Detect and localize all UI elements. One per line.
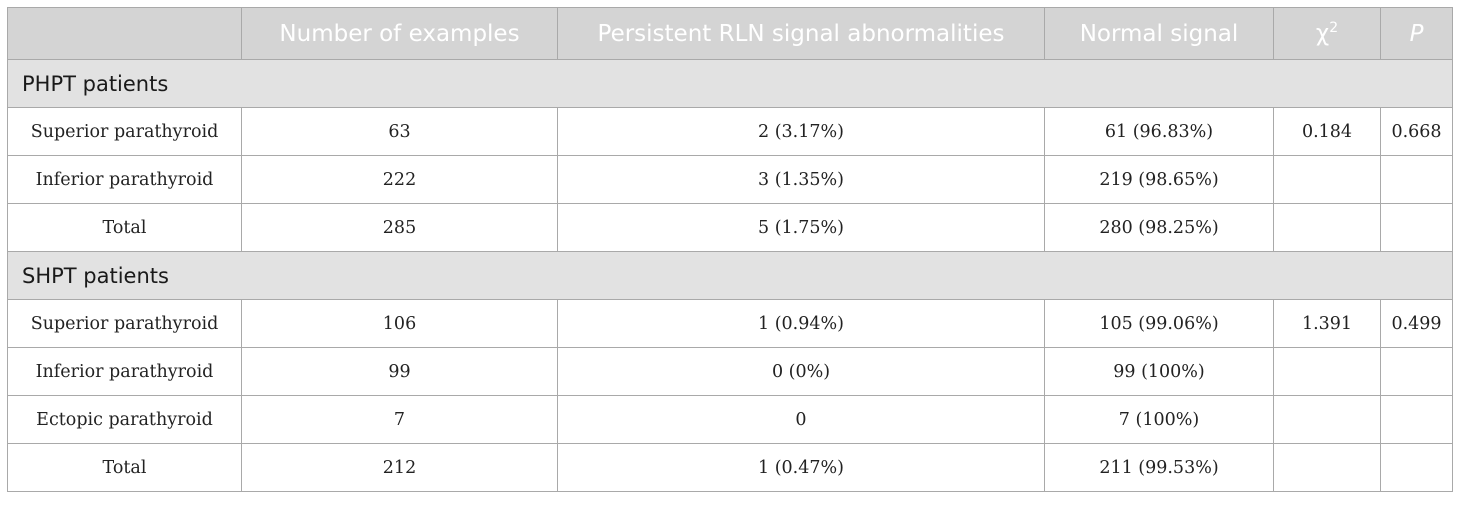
cell-p-value: [1380, 395, 1453, 444]
table-row: Superior parathyroid 106 1 (0.94%) 105 (99.…: [7, 299, 1453, 348]
cell-location: Superior parathyroid: [7, 107, 242, 156]
table-row: Ectopic parathyroid 7 0 7 (100%): [7, 395, 1453, 444]
cell-p-value: [1380, 347, 1453, 396]
cell-location: Total: [7, 443, 242, 492]
cell-chi-square: [1273, 395, 1381, 444]
section-row: SHPT patients: [7, 251, 1453, 300]
cell-location: Total: [7, 203, 242, 252]
cell-abnormal-signal: 0 (0%): [557, 347, 1045, 396]
header-number-of-examples: Number of examples: [241, 7, 558, 60]
cell-location: Superior parathyroid: [7, 299, 242, 348]
cell-normal-signal: 280 (98.25%): [1044, 203, 1274, 252]
cell-number-of-examples: 63: [241, 107, 558, 156]
cell-number-of-examples: 285: [241, 203, 558, 252]
cell-p-value: 0.499: [1380, 299, 1453, 348]
cell-normal-signal: 61 (96.83%): [1044, 107, 1274, 156]
table-row: Inferior parathyroid 99 0 (0%) 99 (100%): [7, 347, 1453, 396]
table-row: Total 285 5 (1.75%) 280 (98.25%): [7, 203, 1453, 252]
results-table: Number of examples Persistent RLN signal…: [7, 7, 1453, 492]
cell-normal-signal: 211 (99.53%): [1044, 443, 1274, 492]
header-normal-signal: Normal signal: [1044, 7, 1274, 60]
cell-abnormal-signal: 1 (0.94%): [557, 299, 1045, 348]
header-row: Number of examples Persistent RLN signal…: [7, 7, 1453, 60]
cell-normal-signal: 7 (100%): [1044, 395, 1274, 444]
cell-number-of-examples: 212: [241, 443, 558, 492]
table-header: Number of examples Persistent RLN signal…: [7, 7, 1453, 60]
header-group: [7, 7, 242, 60]
cell-normal-signal: 99 (100%): [1044, 347, 1274, 396]
chi-symbol: χ: [1315, 20, 1330, 47]
cell-abnormal-signal: 5 (1.75%): [557, 203, 1045, 252]
cell-abnormal-signal: 2 (3.17%): [557, 107, 1045, 156]
cell-chi-square: 0.184: [1273, 107, 1381, 156]
cell-chi-square: [1273, 347, 1381, 396]
cell-abnormal-signal: 1 (0.47%): [557, 443, 1045, 492]
table-row: Superior parathyroid 63 2 (3.17%) 61 (96.83…: [7, 107, 1453, 156]
header-chi-square: χ2: [1273, 7, 1381, 60]
cell-normal-signal: 219 (98.65%): [1044, 155, 1274, 204]
cell-abnormal-signal: 0: [557, 395, 1045, 444]
cell-chi-square: 1.391: [1273, 299, 1381, 348]
cell-location: Inferior parathyroid: [7, 347, 242, 396]
cell-normal-signal: 105 (99.06%): [1044, 299, 1274, 348]
cell-p-value: [1380, 155, 1453, 204]
section-row: PHPT patients: [7, 59, 1453, 108]
cell-number-of-examples: 106: [241, 299, 558, 348]
cell-number-of-examples: 7: [241, 395, 558, 444]
chi-superscript: 2: [1329, 20, 1339, 37]
cell-chi-square: [1273, 155, 1381, 204]
header-abnormal-signal: Persistent RLN signal abnormalities: [557, 7, 1045, 60]
table-row: Inferior parathyroid 222 3 (1.35%) 219 (98.…: [7, 155, 1453, 204]
cell-p-value: [1380, 203, 1453, 252]
cell-number-of-examples: 99: [241, 347, 558, 396]
section-title: SHPT patients: [7, 251, 1453, 300]
cell-location: Ectopic parathyroid: [7, 395, 242, 444]
cell-p-value: 0.668: [1380, 107, 1453, 156]
cell-chi-square: [1273, 203, 1381, 252]
cell-chi-square: [1273, 443, 1381, 492]
header-p-value: P: [1380, 7, 1453, 60]
cell-location: Inferior parathyroid: [7, 155, 242, 204]
cell-abnormal-signal: 3 (1.35%): [557, 155, 1045, 204]
cell-p-value: [1380, 443, 1453, 492]
table-row: Total 212 1 (0.47%) 211 (99.53%): [7, 443, 1453, 492]
cell-number-of-examples: 222: [241, 155, 558, 204]
section-title: PHPT patients: [7, 59, 1453, 108]
table-body: PHPT patients Superior parathyroid 63 2 (3.…: [7, 59, 1453, 492]
